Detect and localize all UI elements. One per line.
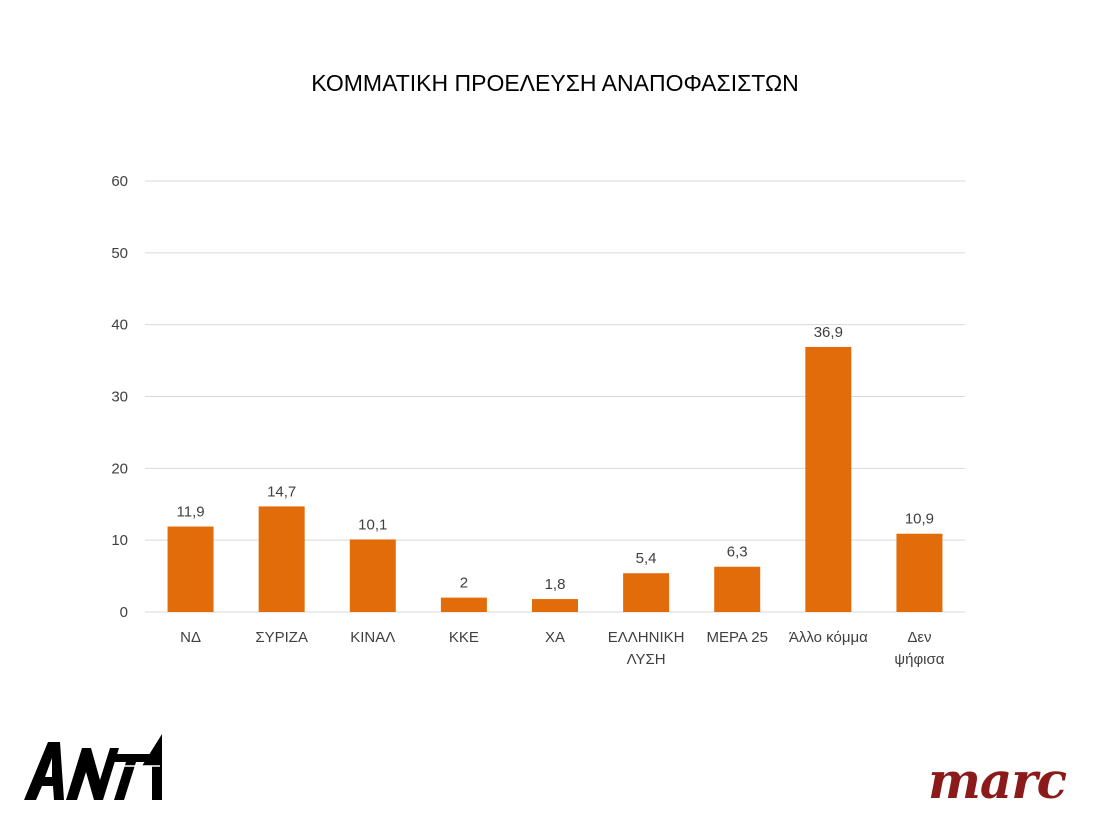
data-label: 36,9	[814, 324, 843, 341]
y-tick-label: 60	[111, 173, 128, 190]
y-tick-label: 40	[111, 317, 128, 334]
bar	[714, 566, 761, 612]
bar	[532, 599, 578, 612]
ant1-logo-mark	[24, 734, 162, 800]
x-tick-label: ΣΥΡΙΖΑ	[255, 629, 308, 646]
bars	[167, 346, 943, 612]
bar	[167, 526, 214, 612]
x-tick-label: ΛΥΣΗ	[627, 651, 666, 668]
x-tick-label: Δεν	[907, 629, 931, 646]
bar	[805, 346, 852, 612]
x-tick-label: ψήφισα	[894, 651, 944, 668]
x-tick-label: ΧΑ	[545, 629, 565, 646]
x-tick-label: ΕΛΛΗΝΙΚΗ	[608, 629, 685, 646]
data-label: 5,4	[636, 550, 657, 567]
bar	[349, 539, 396, 612]
x-tick-label: Άλλο κόμμα	[789, 629, 868, 646]
y-tick-label: 20	[111, 460, 128, 477]
data-label: 10,9	[905, 511, 934, 528]
y-tick-label: 10	[111, 532, 128, 549]
data-label: 1,8	[545, 576, 566, 593]
marc-logo: marc	[928, 751, 1067, 810]
data-label: 6,3	[727, 544, 748, 561]
data-labels: 11,9 14,7 10,1 2 1,8 5,4 6,3 36,9 10,9	[177, 324, 935, 593]
x-axis-ticks: ΝΔ ΣΥΡΙΖΑ ΚΙΝΑΛ ΚΚΕ ΧΑ ΕΛΛΗΝΙΚΗ ΛΥΣΗ ΜΕΡΑ 25 Άλλ…	[180, 629, 945, 668]
x-tick-label: ΜΕΡΑ 25	[707, 629, 768, 646]
bar-chart: 0 10 20 30 40 50 60 11,9 14,7 10,1 2 1,8 5,4 6,3 36,9…	[111, 173, 965, 668]
data-label: 11,9	[177, 504, 205, 521]
x-tick-label: ΝΔ	[180, 629, 201, 646]
y-tick-label: 50	[111, 245, 128, 262]
x-tick-label: ΚΚΕ	[449, 629, 479, 646]
bar	[440, 597, 487, 612]
data-label: 10,1	[358, 516, 387, 533]
y-tick-label: 0	[120, 604, 128, 621]
bar	[258, 506, 305, 612]
ant1-logo	[20, 730, 170, 810]
y-axis-ticks: 0 10 20 30 40 50 60	[111, 173, 128, 621]
data-label: 14,7	[267, 483, 296, 500]
chart-title: ΚΟΜΜΑΤΙΚΗ ΠΡΟΕΛΕΥΣΗ ΑΝΑΠΟΦΑΣΙΣΤΩΝ	[311, 70, 799, 96]
data-label: 2	[460, 575, 468, 592]
y-tick-label: 30	[111, 389, 128, 406]
bar	[623, 573, 670, 612]
bar	[896, 533, 943, 612]
x-tick-label: ΚΙΝΑΛ	[350, 629, 395, 646]
